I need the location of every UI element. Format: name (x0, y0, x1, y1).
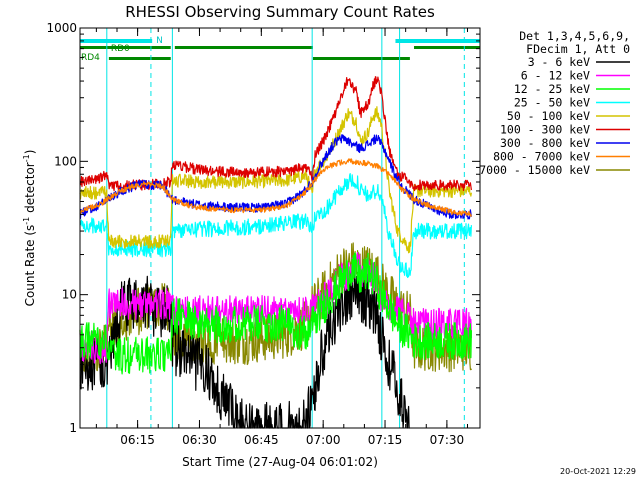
chart-title: RHESSI Observing Summary Count Rates (125, 3, 435, 21)
rd4-bar-0 (108, 57, 171, 60)
legend-entry-label-3: 25 - 50 keV (514, 96, 590, 110)
flag-layer: N RD0 RD4 (80, 36, 480, 63)
y-axis-label-sup: -1 (22, 217, 31, 225)
legend-entry-label-4: 50 - 100 keV (507, 109, 590, 123)
x-tick-label-3: 07:00 (306, 433, 341, 447)
rd4-bar-1 (312, 57, 410, 60)
legend-entry-label-2: 12 - 25 keV (514, 82, 590, 96)
rd0-flag-label: RD0 (111, 44, 130, 54)
night-bar-0 (80, 39, 153, 43)
y-axis-label-sup2: -1 (22, 154, 31, 162)
y-axis-label-main: Count Rate (s (23, 225, 37, 307)
legend-header-0: Det 1,3,4,5,6,9, (519, 29, 630, 43)
legend-entry-label-7: 800 - 7000 keV (493, 150, 590, 164)
y-axis-label-close: ) (23, 150, 37, 155)
y-tick-label-2: 100 (54, 154, 77, 168)
y-tick-label-0: 1 (69, 421, 77, 435)
rd4-flag-label: RD4 (81, 53, 100, 63)
rd0-bar-1 (174, 46, 313, 49)
x-tick-label-1: 06:30 (182, 433, 217, 447)
x-tick-label-4: 07:15 (368, 433, 403, 447)
timestamp: 20-Oct-2021 12:29 (560, 467, 636, 476)
x-axis-label: Start Time (27-Aug-04 06:01:02) (182, 455, 378, 469)
series-line-6 (79, 134, 472, 220)
x-tick-label-2: 06:45 (244, 433, 279, 447)
night-bar-1 (395, 39, 480, 43)
legend-entry-label-6: 300 - 800 keV (500, 136, 590, 150)
legend-entry-label-5: 100 - 300 keV (500, 123, 590, 137)
legend-entry-label-8: 7000 - 15000 keV (479, 163, 590, 177)
x-tick-label-5: 07:30 (430, 433, 465, 447)
x-tick-label-0: 06:15 (120, 433, 155, 447)
y-axis-label-tail: detector (23, 162, 37, 217)
series-line-4 (79, 106, 472, 254)
y-axis-label: Count Rate (s-1 detector-1) (22, 150, 37, 307)
night-flag-label: N (156, 36, 163, 46)
rd0-bar-2 (414, 46, 480, 49)
y-tick-label-1: 10 (62, 288, 77, 302)
series-line-7 (79, 158, 472, 217)
rd0-bar-0 (80, 46, 171, 49)
legend-header-1: FDecim 1, Att 0 (526, 42, 630, 56)
y-tick-label-3: 1000 (46, 21, 77, 35)
legend-entry-label-1: 6 - 12 keV (521, 69, 590, 83)
series-line-2 (79, 252, 472, 375)
legend-entry-label-0: 3 - 6 keV (528, 55, 590, 69)
plot-frame (79, 27, 481, 429)
legend: Det 1,3,4,5,6,9,FDecim 1, Att 03 - 6 keV… (479, 29, 630, 177)
axis-layer: 06:15 06:30 06:45 07:00 07:15 07:30 1 10 100 1000 (46, 21, 480, 447)
